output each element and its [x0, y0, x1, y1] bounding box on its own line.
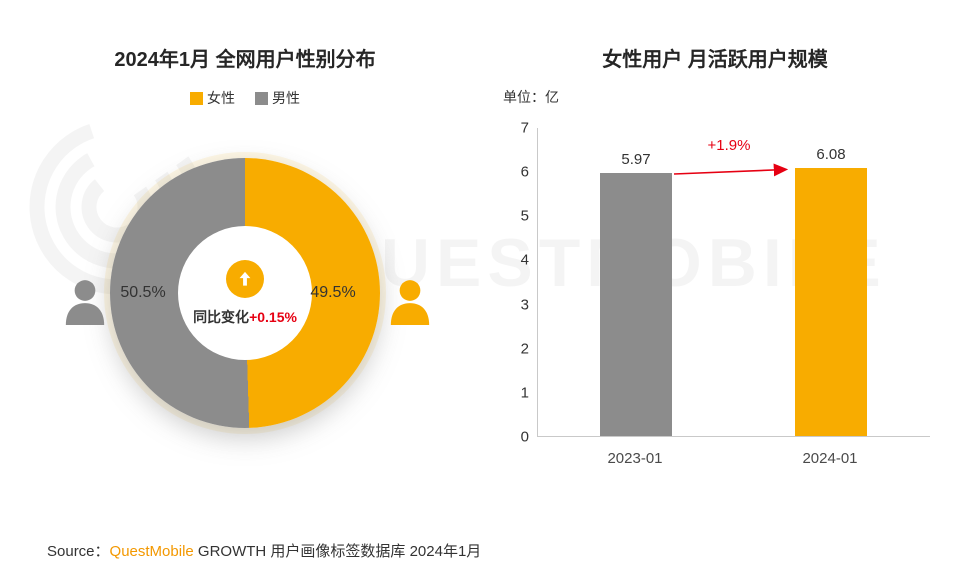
female-person-icon [390, 280, 430, 325]
bar-plot: 5.97 6.08 0 1 2 3 4 5 6 7 [521, 120, 930, 446]
donut-chart-title: 2024年1月 全网用户性别分布 [114, 49, 376, 71]
y-tick-label: 6 [520, 163, 529, 181]
growth-percentage-label: +1.9% [707, 137, 751, 154]
y-tick-label: 1 [520, 384, 529, 402]
source-line: Source：QuestMobile GROWTH 用户画像标签数据库 2024… [47, 540, 481, 561]
up-arrow-icon [226, 260, 264, 298]
y-tick-label: 0 [520, 428, 529, 446]
bar-column-2024-01: 6.08 [795, 146, 867, 436]
y-tick-label: 7 [520, 119, 529, 137]
growth-arrow [673, 163, 789, 177]
yoy-change-label: 同比变化 [193, 309, 250, 325]
y-tick-label: 2 [520, 340, 529, 358]
bar-2024-01 [795, 167, 867, 436]
source-prefix: Source： [47, 543, 110, 560]
legend-label-male: 男性 [272, 90, 300, 106]
bar-2023-01 [600, 172, 672, 436]
yoy-change-value: +0.15% [249, 309, 297, 325]
y-tick-label: 5 [520, 207, 529, 225]
yoy-change-text: 同比变化+0.15% [193, 307, 297, 327]
x-axis-label-2023-01: 2023-01 [607, 450, 663, 467]
female-percentage-label: 49.5% [310, 284, 356, 301]
source-suffix: GROWTH 用户画像标签数据库 2024年1月 [193, 543, 482, 560]
source-brand: QuestMobile [109, 543, 194, 560]
bar-column-2023-01: 5.97 [600, 150, 672, 436]
unit-label: 单位：亿 [503, 89, 559, 105]
y-tick-label: 4 [520, 251, 529, 269]
male-percentage-label: 50.5% [120, 284, 166, 301]
legend-label-female: 女性 [207, 90, 235, 106]
donut-center: 同比变化+0.15% [178, 226, 312, 360]
bar-value-2024-01: 6.08 [816, 145, 846, 163]
x-axis-label-2024-01: 2024-01 [802, 450, 858, 467]
female-swatch [190, 91, 203, 105]
y-tick-label: 3 [520, 296, 529, 314]
legend-item-male: 男性 [255, 88, 300, 108]
donut-ring: 同比变化+0.15% [110, 158, 380, 428]
male-person-icon [65, 280, 105, 325]
gender-legend: 女性 男性 [0, 88, 490, 108]
bar-value-2023-01: 5.97 [621, 150, 651, 168]
legend-item-female: 女性 [190, 88, 235, 108]
bar-chart-title: 女性用户 月活跃用户规模 [602, 49, 828, 71]
male-swatch [255, 91, 268, 105]
